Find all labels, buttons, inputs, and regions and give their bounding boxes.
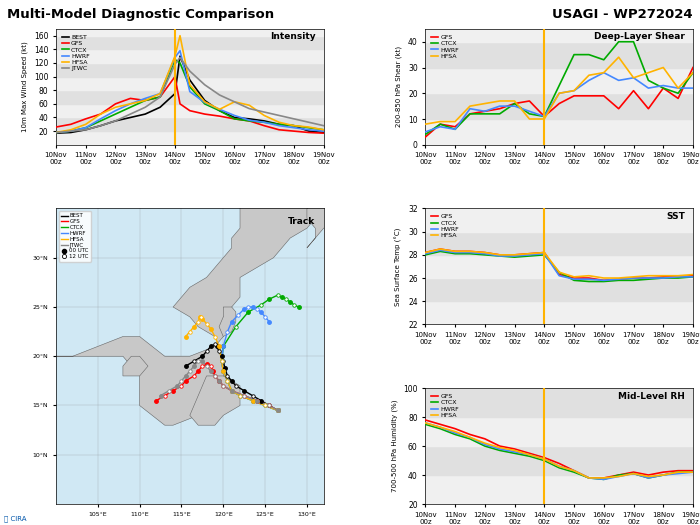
Text: Track: Track	[288, 217, 316, 226]
Polygon shape	[307, 159, 399, 248]
Legend: BEST, GFS, CTCX, HWRF, HFSA, JTWC, 00 UTC, 12 UTC: BEST, GFS, CTCX, HWRF, HFSA, JTWC, 00 UT…	[59, 211, 91, 261]
Legend: GFS, CTCX, HWRF, HFSA: GFS, CTCX, HWRF, HFSA	[428, 32, 461, 61]
Bar	[426, 388, 693, 417]
Bar	[426, 446, 693, 475]
Bar	[426, 68, 693, 93]
Bar	[56, 29, 323, 36]
Bar	[426, 208, 693, 232]
Bar	[426, 42, 693, 68]
Bar	[56, 104, 323, 118]
Bar	[426, 232, 693, 255]
Bar	[56, 49, 323, 63]
Bar	[426, 29, 693, 42]
Text: Ⓒ CIRA: Ⓒ CIRA	[4, 516, 26, 522]
Text: Multi-Model Diagnostic Comparison: Multi-Model Diagnostic Comparison	[7, 8, 274, 21]
Text: SST: SST	[666, 212, 685, 221]
Y-axis label: 200-850 hPa Shear (kt): 200-850 hPa Shear (kt)	[396, 46, 402, 128]
Text: Deep-Layer Shear: Deep-Layer Shear	[594, 33, 685, 41]
Bar	[56, 63, 323, 77]
Bar	[426, 119, 693, 145]
Bar	[56, 118, 323, 131]
Bar	[56, 36, 323, 49]
Polygon shape	[219, 307, 236, 337]
Bar	[56, 131, 323, 145]
Polygon shape	[123, 356, 148, 376]
Polygon shape	[56, 140, 323, 425]
Legend: BEST, GFS, CTCX, HWRF, HFSA, JTWC: BEST, GFS, CTCX, HWRF, HFSA, JTWC	[59, 32, 92, 74]
Bar	[426, 417, 693, 446]
Bar	[56, 90, 323, 104]
Bar	[426, 255, 693, 278]
Polygon shape	[190, 376, 240, 425]
Text: USAGI - WP272024: USAGI - WP272024	[552, 8, 693, 21]
Legend: GFS, CTCX, HWRF, HFSA: GFS, CTCX, HWRF, HFSA	[428, 212, 461, 241]
Bar	[426, 475, 693, 504]
Bar	[56, 77, 323, 90]
Y-axis label: 700-500 hPa Humidity (%): 700-500 hPa Humidity (%)	[391, 400, 398, 492]
Text: Intensity: Intensity	[270, 33, 316, 41]
Bar	[426, 301, 693, 324]
Y-axis label: Sea Surface Temp (°C): Sea Surface Temp (°C)	[395, 227, 402, 306]
Y-axis label: 10m Max Wind Speed (kt): 10m Max Wind Speed (kt)	[22, 41, 28, 132]
Text: Mid-Level RH: Mid-Level RH	[618, 392, 685, 401]
Bar	[426, 93, 693, 119]
Legend: GFS, CTCX, HWRF, HFSA: GFS, CTCX, HWRF, HFSA	[428, 391, 461, 421]
Bar	[426, 278, 693, 301]
